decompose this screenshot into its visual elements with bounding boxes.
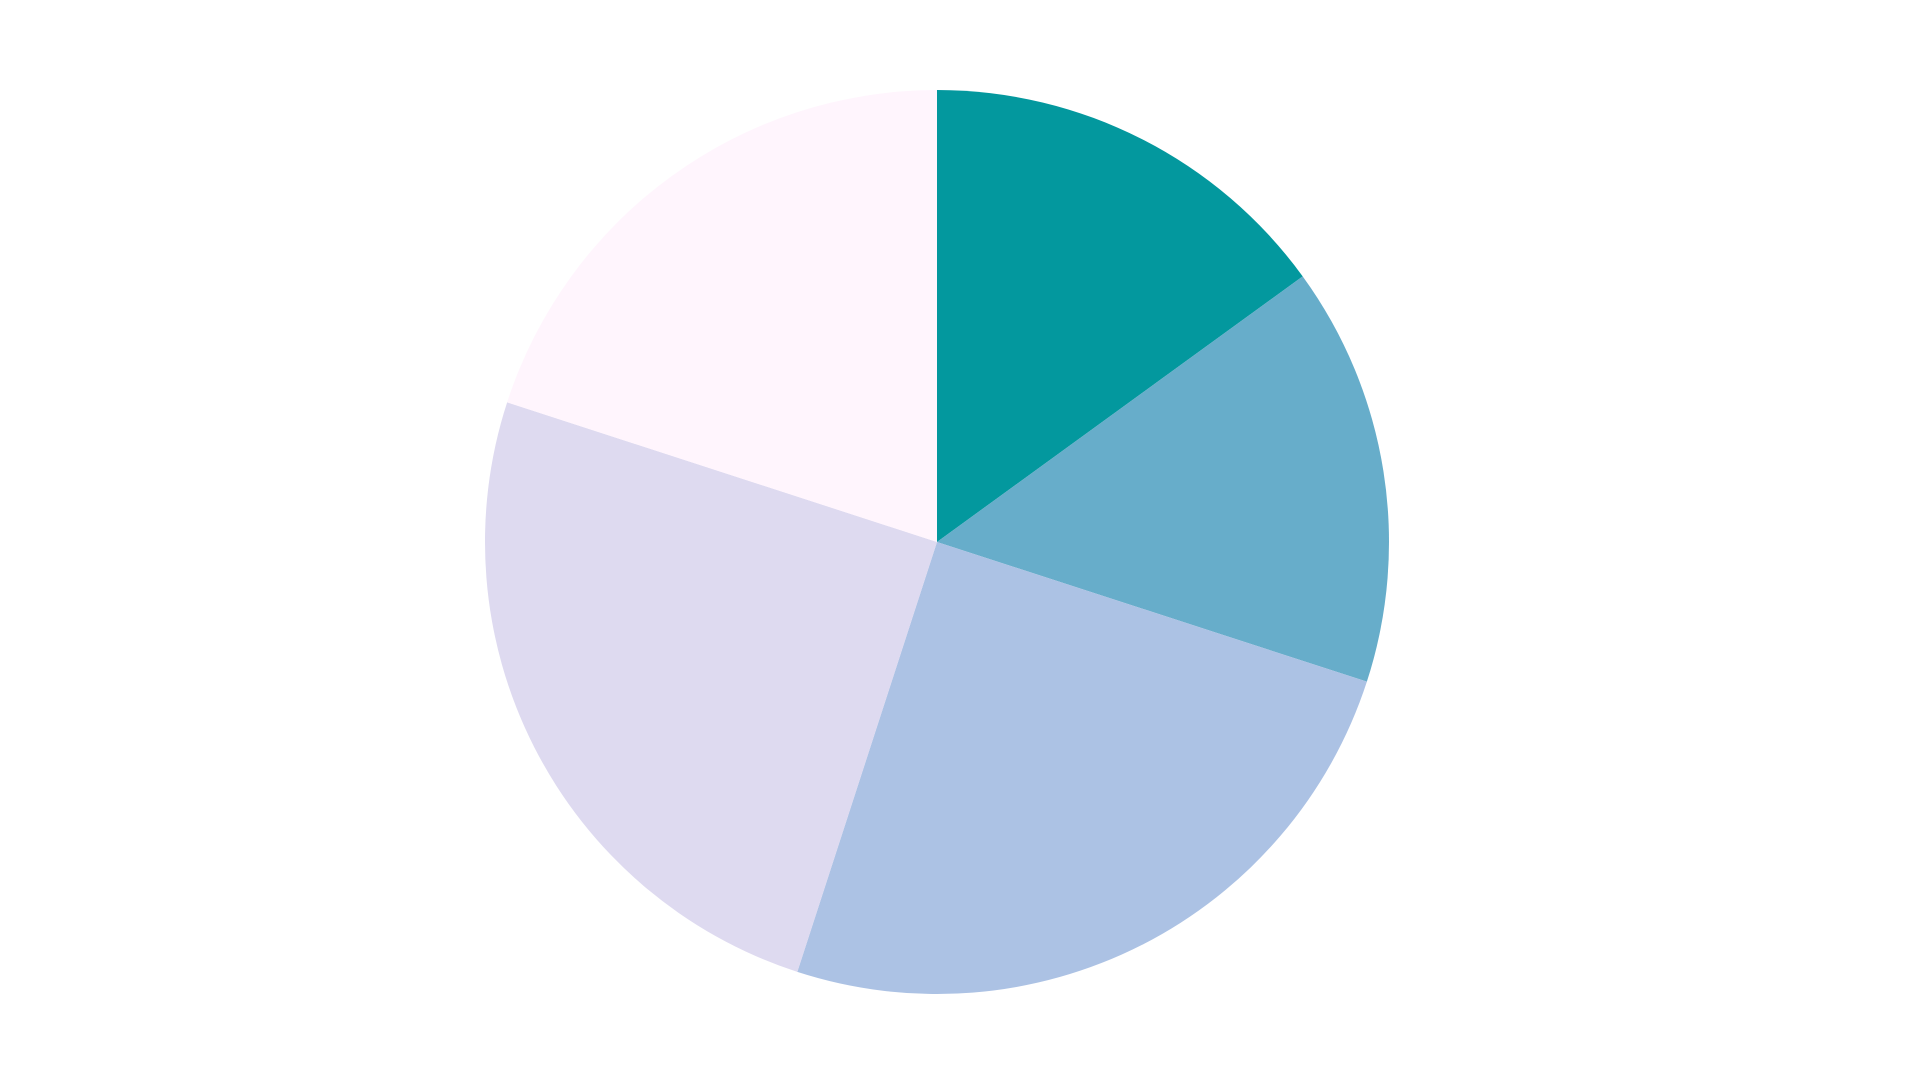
pie-slice-5 bbox=[507, 90, 937, 542]
pie-slices bbox=[484, 90, 1390, 995]
pie-slice-4 bbox=[484, 402, 937, 972]
pie-slice-3 bbox=[797, 542, 1367, 995]
pie-slice-2 bbox=[937, 276, 1390, 682]
pie-slice-1 bbox=[937, 90, 1303, 542]
